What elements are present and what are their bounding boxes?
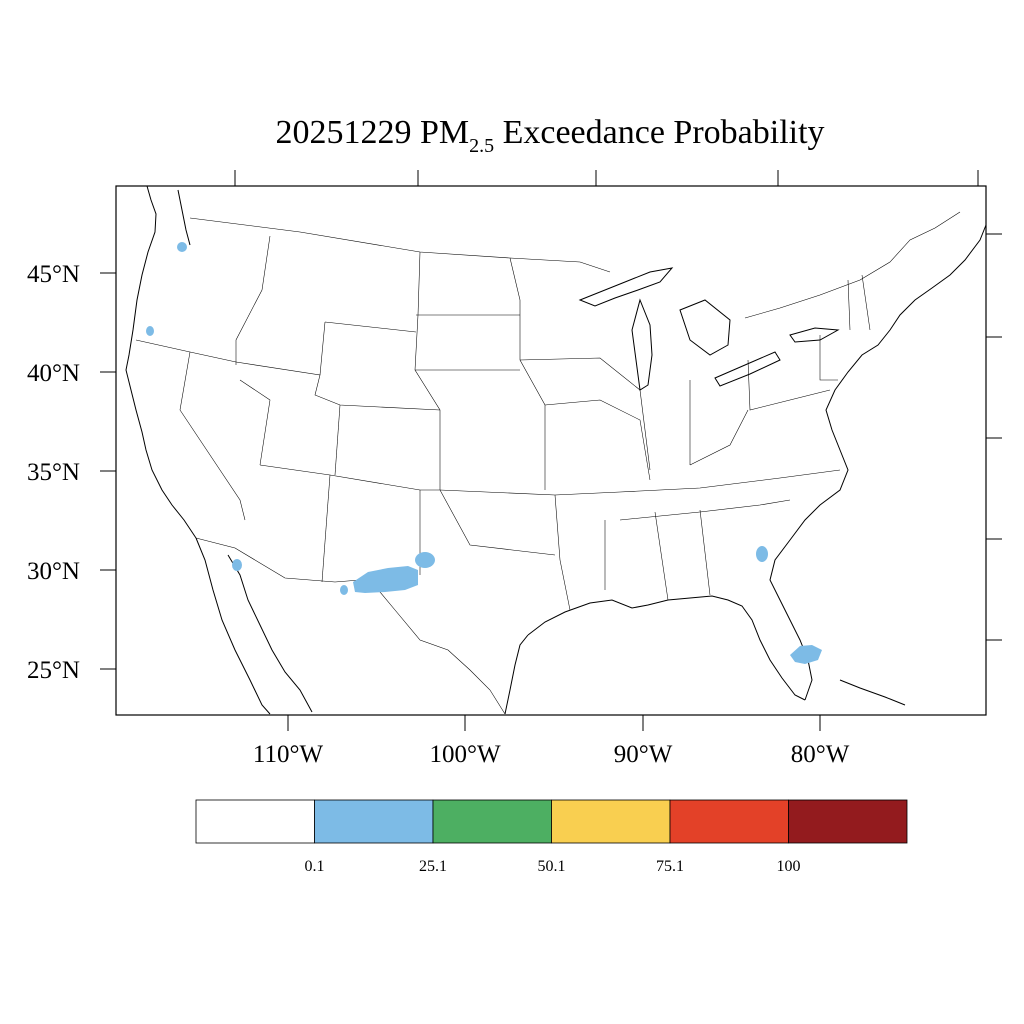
region-south-florida [790, 645, 822, 664]
region-southeast-new-mexico-west-texas [353, 566, 418, 593]
latitude-labels: 45°N 40°N 35°N 30°N 25°N [27, 261, 80, 684]
colorbar-box-3 [551, 799, 671, 844]
colorbar-label-0: 0.1 [305, 858, 325, 875]
state-boundaries [135, 211, 961, 715]
atlantic-coast [769, 224, 987, 701]
gulf-of-california [227, 554, 313, 713]
lake-ontario [789, 327, 840, 343]
tick-marks [100, 170, 1002, 731]
lat-label-25: 25°N [27, 657, 80, 684]
colorbar-label-2: 50.1 [538, 858, 566, 875]
baja-california [195, 537, 271, 715]
puget-sound [177, 189, 191, 246]
colorbar-box-1 [314, 799, 434, 844]
lon-label-100: 100°W [429, 741, 500, 768]
title-suffix: Exceedance Probability [503, 114, 825, 151]
title-pm-subscript: 2.5 [469, 135, 494, 157]
region-southeast-georgia [756, 546, 768, 562]
exceedance-regions [146, 242, 822, 664]
lat-label-35: 35°N [27, 459, 80, 486]
region-northwest-sonora [232, 559, 242, 571]
lake-huron [679, 299, 731, 356]
pacific-coastline [125, 185, 197, 539]
colorbar-box-5 [788, 799, 908, 844]
colorbar-box-2 [432, 799, 552, 844]
colorbar-label-3: 75.1 [656, 858, 684, 875]
colorbar: 0.1 25.1 50.1 75.1 100 [195, 799, 908, 875]
lake-superior [578, 267, 674, 307]
lat-label-40: 40°N [27, 360, 80, 387]
lat-label-45: 45°N [27, 261, 80, 288]
map-title: 20251229 PM2.5 Exceedance Probability [275, 114, 824, 157]
mexico-gulf-coast [504, 634, 529, 715]
coastlines [125, 185, 987, 715]
colorbar-box-4 [669, 799, 789, 844]
us-gulf-coast [527, 595, 806, 701]
lake-erie [714, 351, 781, 387]
region-west-texas-north [415, 552, 435, 568]
region-southern-oregon [146, 326, 154, 336]
region-southern-new-mexico-west [340, 585, 348, 595]
lon-label-80: 80°W [791, 741, 850, 768]
title-date: 20251229 [275, 114, 411, 151]
longitude-labels: 110°W 100°W 90°W 80°W [253, 741, 850, 768]
colorbar-box-0 [195, 799, 315, 844]
colorbar-label-4: 100 [777, 858, 801, 875]
lon-label-90: 90°W [614, 741, 673, 768]
lat-label-30: 30°N [27, 558, 80, 585]
region-western-washington [177, 242, 187, 252]
lake-michigan [631, 298, 653, 391]
map-panel: 45°N 40°N 35°N 30°N 25°N 110°W 100°W 90°… [27, 170, 1002, 768]
colorbar-label-1: 25.1 [419, 858, 447, 875]
cuba-coast [839, 679, 906, 706]
map-frame [115, 185, 987, 716]
lon-label-110: 110°W [253, 741, 324, 768]
title-pm: PM [420, 114, 469, 151]
